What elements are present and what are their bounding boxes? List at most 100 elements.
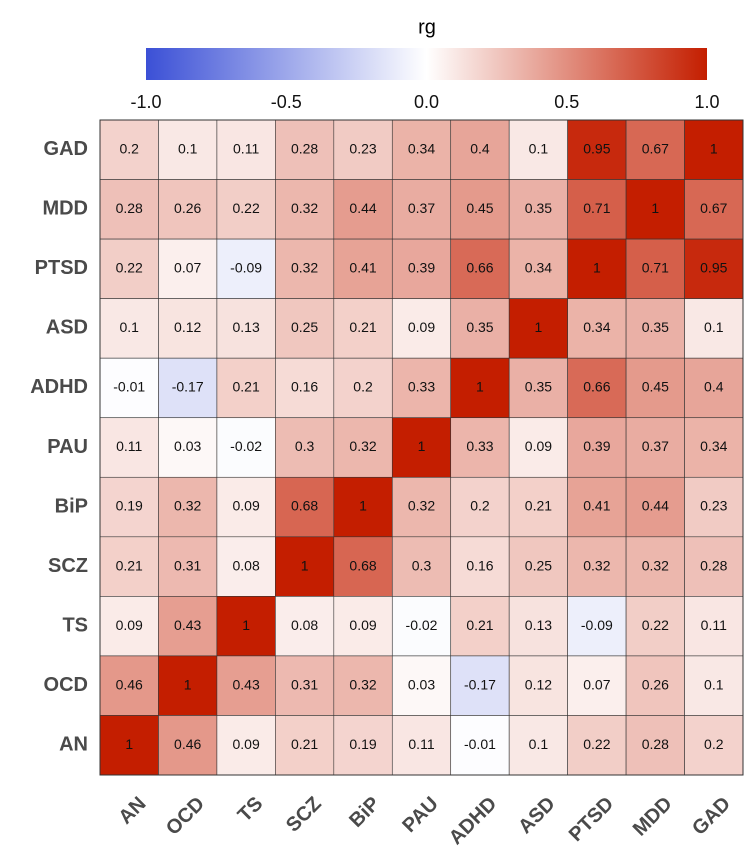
colorbar-title: rg (418, 16, 436, 38)
cell-label: 1 (651, 200, 659, 216)
cell-label: 0.13 (233, 319, 260, 335)
cell (391, 596, 452, 657)
cell-label: 0.31 (291, 676, 318, 692)
cell-label: 0.23 (349, 140, 376, 156)
cell-label: -0.17 (172, 379, 204, 395)
cell-label: 0.31 (174, 557, 201, 573)
cell-label: 0.37 (408, 200, 435, 216)
cell (567, 715, 627, 776)
cell (391, 298, 452, 359)
cell (158, 357, 218, 419)
cell-label: 0.28 (291, 140, 318, 156)
cell-label: 0.23 (700, 498, 727, 514)
cell (684, 536, 744, 597)
cell-label: 0.43 (233, 676, 260, 692)
cell (333, 238, 393, 299)
y-tick-label: ADHD (30, 376, 88, 398)
cell-label: 0.2 (119, 140, 139, 156)
cell (508, 596, 568, 657)
cell (625, 119, 685, 180)
colorbar-tick-label: 0.0 (414, 92, 439, 112)
cell (99, 238, 159, 299)
cell-label: 0.2 (704, 736, 724, 752)
y-tick-label: AN (59, 734, 88, 756)
cell (684, 655, 744, 716)
cell-label: 0.09 (233, 498, 260, 514)
cell (275, 179, 335, 240)
cell-label: 0.22 (233, 200, 260, 216)
cell-label: 0.39 (583, 438, 610, 454)
x-tick-label: PTSD (565, 793, 618, 846)
cell (275, 357, 335, 419)
cell-label: 0.1 (119, 319, 139, 335)
cell-label: 0.2 (470, 498, 490, 514)
x-tick-label: AN (115, 793, 151, 829)
cell-label: 0.35 (525, 200, 552, 216)
cell-label: 0.21 (349, 319, 376, 335)
cell-label: 0.21 (233, 379, 260, 395)
plot-border (99, 119, 744, 776)
cell (99, 655, 159, 716)
cell-label: 0.09 (349, 617, 376, 633)
cell (333, 119, 393, 180)
cell (567, 179, 627, 240)
cell-label: 0.68 (349, 557, 376, 573)
cell (99, 476, 159, 538)
y-tick-label: MDD (42, 198, 88, 220)
cell-label: 0.35 (525, 379, 552, 395)
cell (216, 179, 276, 240)
cell (508, 179, 568, 240)
y-tick-label: OCD (44, 674, 88, 696)
cell-label: 1 (535, 319, 543, 335)
cell-label: 0.22 (116, 260, 143, 276)
cell-label: 1 (359, 498, 367, 514)
cell-label: 0.13 (525, 617, 552, 633)
cell-label: 0.34 (408, 140, 435, 156)
cell (625, 596, 685, 657)
cell-label: 0.09 (116, 617, 143, 633)
cell (567, 596, 627, 657)
cell-label: 0.44 (642, 498, 669, 514)
cell (333, 298, 393, 359)
cell-label: 0.32 (291, 260, 318, 276)
cell-label: 0.67 (642, 140, 669, 156)
cell-label: 1 (476, 379, 484, 395)
cell-label: 0.67 (700, 200, 727, 216)
cell (99, 119, 159, 180)
cell (625, 715, 685, 776)
cell-label: 0.32 (583, 557, 610, 573)
cell-label: 0.25 (291, 319, 318, 335)
cell-label: 0.34 (583, 319, 610, 335)
cell (450, 357, 510, 419)
cell (450, 596, 510, 657)
cell (450, 179, 510, 240)
cell (567, 476, 627, 538)
cell (99, 536, 159, 597)
y-tick-label: SCZ (48, 555, 88, 577)
cell-label: 0.03 (174, 438, 201, 454)
cell (567, 357, 627, 419)
cell-label: 0.33 (466, 438, 493, 454)
cell (216, 357, 276, 419)
cell-label: 0.1 (529, 140, 549, 156)
cell-label: 0.12 (174, 319, 201, 335)
cell-label: -0.17 (464, 676, 496, 692)
cell-label: 0.34 (700, 438, 727, 454)
cell (275, 596, 335, 657)
x-tick-label: MDD (629, 793, 677, 841)
cell (450, 238, 510, 299)
cell-label: 0.16 (291, 379, 318, 395)
cell-label: 0.12 (525, 676, 552, 692)
cell-label: 0.46 (116, 676, 143, 692)
cell-label: 0.08 (233, 557, 260, 573)
cell (391, 715, 452, 776)
cell-label: 0.21 (466, 617, 493, 633)
x-tick-label: ADHD (445, 793, 501, 849)
cell (684, 476, 744, 538)
cell-label: 0.66 (466, 260, 493, 276)
cell-label: 0.32 (349, 676, 376, 692)
cell (158, 417, 218, 478)
cell-label: 1 (184, 676, 192, 692)
cell-label: -0.01 (464, 736, 496, 752)
cell-label: 0.21 (291, 736, 318, 752)
